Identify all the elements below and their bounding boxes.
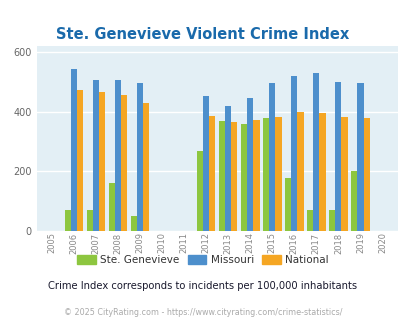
Bar — [93, 80, 99, 231]
Text: Crime Index corresponds to incidents per 100,000 inhabitants: Crime Index corresponds to incidents per… — [48, 281, 357, 291]
Bar — [284, 178, 290, 231]
Bar — [64, 210, 71, 231]
Bar — [218, 121, 225, 231]
Bar — [209, 115, 215, 231]
Bar — [362, 118, 369, 231]
Bar — [109, 183, 115, 231]
Bar — [71, 69, 77, 231]
Bar — [328, 210, 335, 231]
Bar — [247, 98, 253, 231]
Bar — [121, 95, 127, 231]
Bar — [77, 90, 83, 231]
Bar — [143, 103, 149, 231]
Bar — [99, 92, 105, 231]
Bar — [231, 122, 237, 231]
Bar — [225, 106, 231, 231]
Bar — [115, 80, 121, 231]
Bar — [241, 124, 247, 231]
Text: © 2025 CityRating.com - https://www.cityrating.com/crime-statistics/: © 2025 CityRating.com - https://www.city… — [64, 308, 341, 317]
Legend: Ste. Genevieve, Missouri, National: Ste. Genevieve, Missouri, National — [73, 251, 332, 269]
Bar — [306, 210, 313, 231]
Bar — [313, 73, 319, 231]
Bar — [335, 82, 341, 231]
Bar — [130, 215, 136, 231]
Text: Ste. Genevieve Violent Crime Index: Ste. Genevieve Violent Crime Index — [56, 27, 349, 42]
Bar — [356, 83, 362, 231]
Bar — [262, 118, 269, 231]
Bar — [350, 171, 356, 231]
Bar — [253, 120, 259, 231]
Bar — [202, 96, 209, 231]
Bar — [319, 113, 325, 231]
Bar — [290, 76, 297, 231]
Bar — [275, 117, 281, 231]
Bar — [297, 112, 303, 231]
Bar — [341, 117, 347, 231]
Bar — [269, 82, 275, 231]
Bar — [196, 151, 202, 231]
Bar — [87, 210, 93, 231]
Bar — [136, 83, 143, 231]
